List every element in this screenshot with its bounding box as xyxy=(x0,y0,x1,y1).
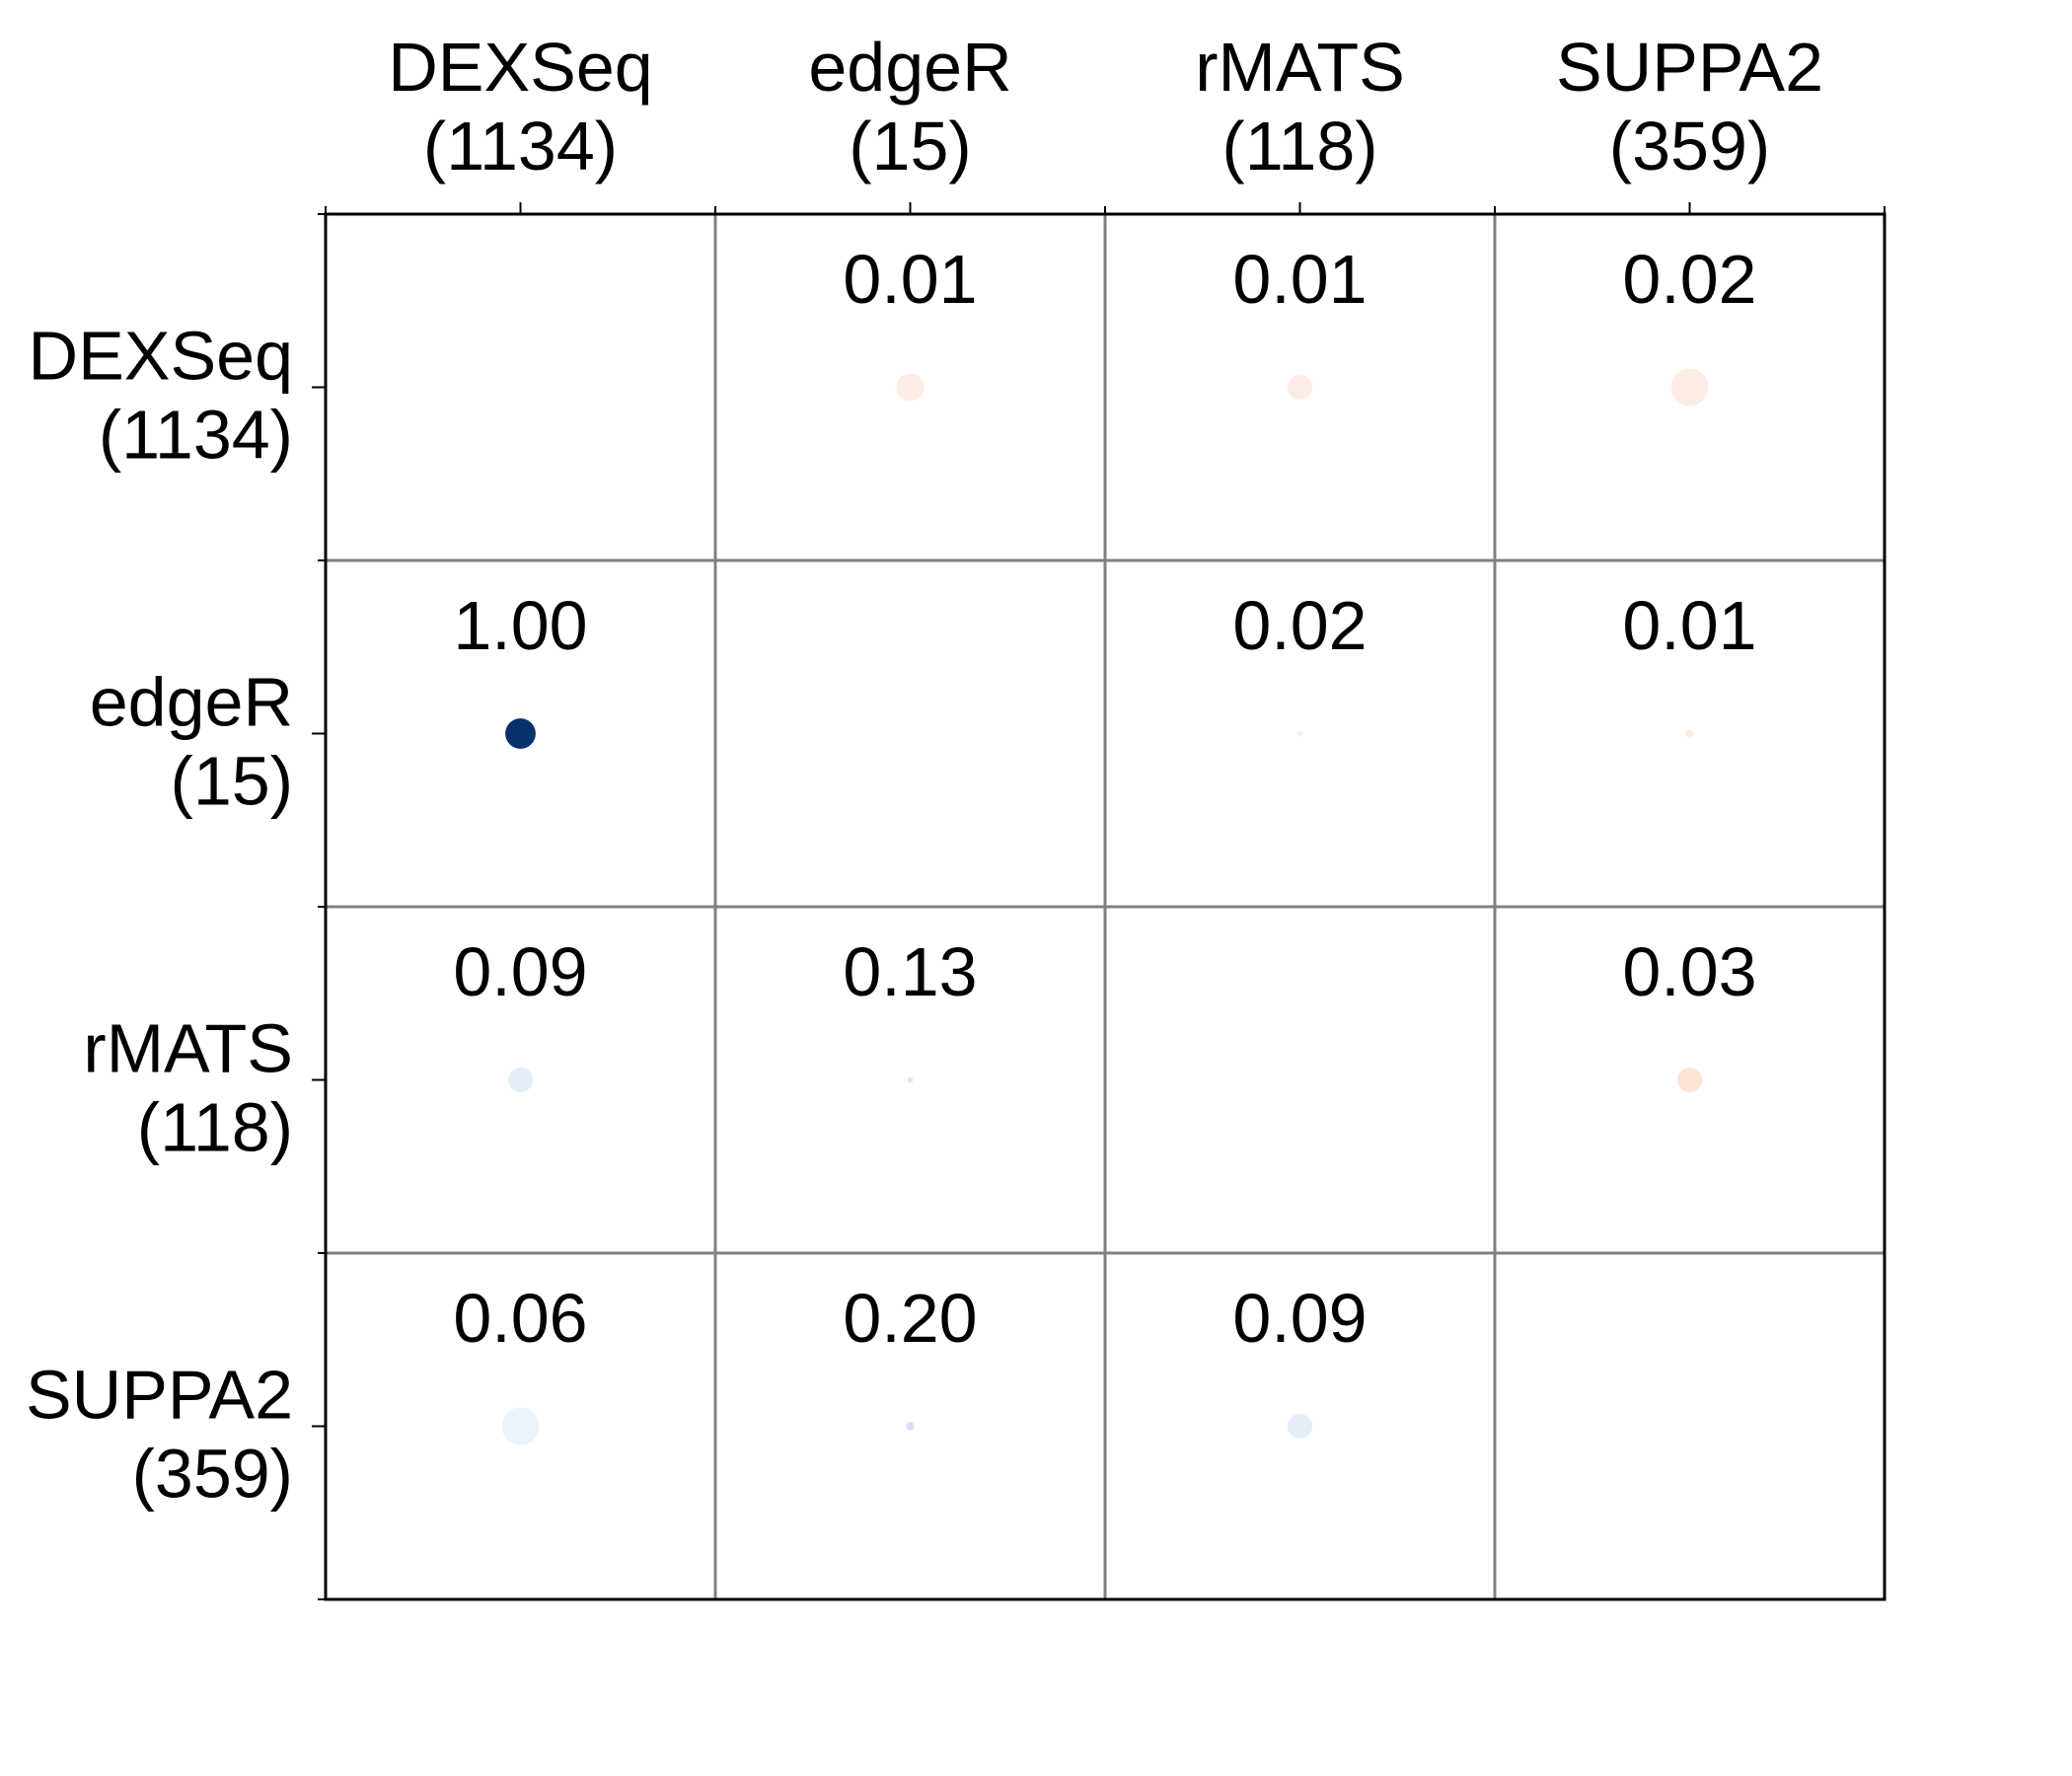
cell-value-label: 1.00 xyxy=(453,587,587,664)
row-label-count: (1134) xyxy=(99,397,293,474)
cell-value-label: 0.13 xyxy=(843,933,977,1010)
column-label-name: rMATS xyxy=(1195,29,1405,106)
cell-marker xyxy=(906,1422,915,1431)
matrix-grid xyxy=(312,202,1887,1601)
row-label-name: edgeR xyxy=(90,664,293,741)
column-labels: DEXSeq(1134) edgeR(15) rMATS(118) SUPPA2(35… xyxy=(388,29,1823,185)
column-label-count: (15) xyxy=(849,108,971,185)
cell-value-label: 0.20 xyxy=(843,1280,977,1357)
column-label-count: (359) xyxy=(1609,108,1770,185)
matrix-cell-labels: 0.01 0.01 0.02 1.00 0.02 0.01 0.09 0.13 0.03 0.06… xyxy=(453,241,1756,1357)
cell-value-label: 0.01 xyxy=(1232,241,1367,318)
row-label-name: SUPPA2 xyxy=(26,1357,293,1434)
row-label-count: (118) xyxy=(137,1089,293,1166)
matrix-markers xyxy=(501,368,1709,1445)
column-label-count: (1134) xyxy=(423,108,618,185)
row-labels: DEXSeq(1134) edgeR(15) rMATS(118) SUPPA2(35… xyxy=(26,318,293,1513)
row-label-count: (15) xyxy=(171,743,293,820)
cell-marker xyxy=(501,1407,540,1445)
cell-value-label: 0.03 xyxy=(1622,933,1756,1010)
cell-marker xyxy=(1287,1413,1313,1440)
cell-value-label: 0.06 xyxy=(453,1280,587,1357)
cell-value-label: 0.01 xyxy=(1622,587,1756,664)
row-label-count: (359) xyxy=(132,1436,293,1513)
column-label-name: SUPPA2 xyxy=(1556,29,1823,106)
cell-marker xyxy=(896,373,925,402)
row-label-name: rMATS xyxy=(83,1010,293,1087)
row-label-name: DEXSeq xyxy=(29,318,293,395)
cell-marker xyxy=(505,718,536,749)
cell-marker xyxy=(907,1076,914,1083)
cell-value-label: 0.09 xyxy=(453,933,587,1010)
cell-value-label: 0.02 xyxy=(1232,587,1367,664)
cell-marker xyxy=(1670,368,1709,407)
cell-marker xyxy=(1676,1067,1703,1093)
cell-marker xyxy=(1296,730,1303,737)
cell-value-label: 0.01 xyxy=(843,241,977,318)
cell-value-label: 0.09 xyxy=(1232,1280,1367,1357)
cell-marker xyxy=(1287,374,1313,401)
column-label-name: DEXSeq xyxy=(388,29,652,106)
column-label-name: edgeR xyxy=(808,29,1011,106)
cell-marker xyxy=(507,1067,534,1093)
cell-value-label: 0.02 xyxy=(1622,241,1756,318)
cell-marker xyxy=(1685,729,1694,738)
column-label-count: (118) xyxy=(1221,108,1377,185)
